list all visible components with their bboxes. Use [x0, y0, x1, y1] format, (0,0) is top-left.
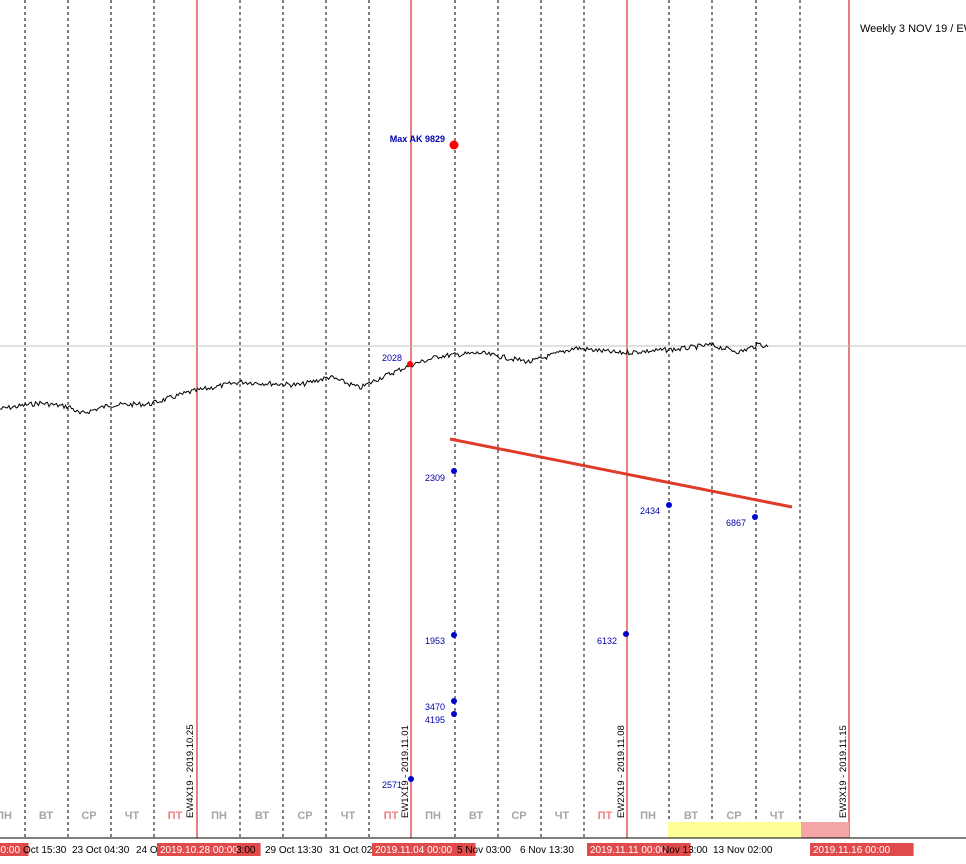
marker-label: 1953	[425, 636, 445, 646]
day-label: ПТ	[384, 810, 399, 822]
day-label: ВТ	[255, 810, 270, 822]
header-text: Weekly 3 NOV 19 / EW	[860, 23, 966, 35]
expiration-labels: EW4X19 - 2019.10.25 EW1X19 - 2019.11.01 EW…	[185, 725, 849, 818]
week-separator-lines	[196, 0, 850, 838]
x-tick-label: Oct 15:30	[23, 845, 67, 856]
day-gridlines	[24, 0, 801, 838]
ew-label: EW4X19 - 2019.10.25	[185, 725, 196, 818]
x-tick-label: 2019.11.16 00:00	[813, 845, 891, 856]
marker-label: 2028	[382, 353, 402, 363]
x-tick-label: 2019.11.11 00:00	[590, 845, 667, 856]
day-label: ЧТ	[770, 810, 785, 822]
x-tick-label: 31 Oct 02	[329, 845, 373, 856]
x-tick-label: 00:00	[0, 845, 20, 856]
day-labels: ПН ВТ СР ЧТ ПТ ПН ВТ СР ЧТ ПТ ПН ВТ СР ЧТ ПТ ПН ВТ СР ЧТ	[0, 810, 785, 822]
x-tick-label: 24 O	[136, 845, 158, 856]
tick-highlight	[587, 843, 691, 856]
x-tick-label: Nov 13:00	[662, 845, 708, 856]
day-label: ВТ	[39, 810, 54, 822]
day-label: СР	[81, 810, 96, 822]
marker-label: 3470	[425, 702, 445, 712]
day-label: ЧТ	[341, 810, 356, 822]
ew-label: EW2X19 - 2019.11.08	[616, 725, 627, 818]
x-tick-label: 2019.10.28 00:00	[160, 845, 238, 856]
day-label: СР	[297, 810, 312, 822]
x-tick-label: 13 Nov 02:00	[713, 845, 773, 856]
ew-label: EW3X19 - 2019.11.15	[838, 725, 849, 818]
ew-label: EW1X19 - 2019.11.01	[400, 725, 411, 818]
tick-highlight	[0, 843, 29, 856]
marker-label: 2434	[640, 506, 660, 516]
marker-dot	[451, 698, 457, 704]
marker-label: 2571	[382, 780, 402, 790]
marker-label: Max AK 9829	[390, 134, 445, 144]
marker-dot	[752, 514, 758, 520]
day-label: ЧТ	[125, 810, 140, 822]
trend-line	[449, 437, 793, 509]
pink-band	[801, 822, 849, 838]
tick-highlight	[810, 843, 914, 856]
x-tick-label: 3:00	[236, 845, 256, 856]
marker-label: 2309	[425, 473, 445, 483]
x-tick-label: 5 Nov 03:00	[457, 845, 511, 856]
marker-dot	[408, 776, 414, 782]
markers-group: Max AK 9829 2028 2309 2434 6867 1953 6132 3470 4…	[382, 134, 758, 790]
marker-dot	[449, 140, 459, 150]
price-series-line	[0, 341, 769, 415]
day-label: ВТ	[684, 810, 699, 822]
day-label: ПН	[211, 810, 227, 822]
marker-label: 6867	[726, 518, 746, 528]
marker-label: 6132	[597, 636, 617, 646]
day-label: ЧТ	[555, 810, 570, 822]
tick-highlight	[372, 843, 476, 856]
day-label: ПТ	[168, 810, 183, 822]
day-label: ПН	[0, 810, 12, 822]
day-label: ПТ	[598, 810, 613, 822]
x-tick-label: 29 Oct 13:30	[265, 845, 323, 856]
day-label: СР	[726, 810, 741, 822]
yellow-band	[668, 822, 801, 838]
x-tick-label: 6 Nov 13:30	[520, 845, 574, 856]
marker-dot	[407, 361, 413, 367]
marker-dot	[451, 468, 457, 474]
x-tick-label: 2019.11.04 00:00	[375, 845, 453, 856]
tick-highlight	[157, 843, 261, 856]
marker-label: 4195	[425, 715, 445, 725]
day-label: ПН	[640, 810, 656, 822]
x-tick-label: 23 Oct 04:30	[72, 845, 130, 856]
marker-dot	[666, 502, 672, 508]
day-label: ПН	[425, 810, 441, 822]
day-label: СР	[511, 810, 526, 822]
marker-dot	[451, 632, 457, 638]
day-label: ВТ	[469, 810, 484, 822]
marker-dot	[451, 711, 457, 717]
marker-dot	[623, 631, 629, 637]
